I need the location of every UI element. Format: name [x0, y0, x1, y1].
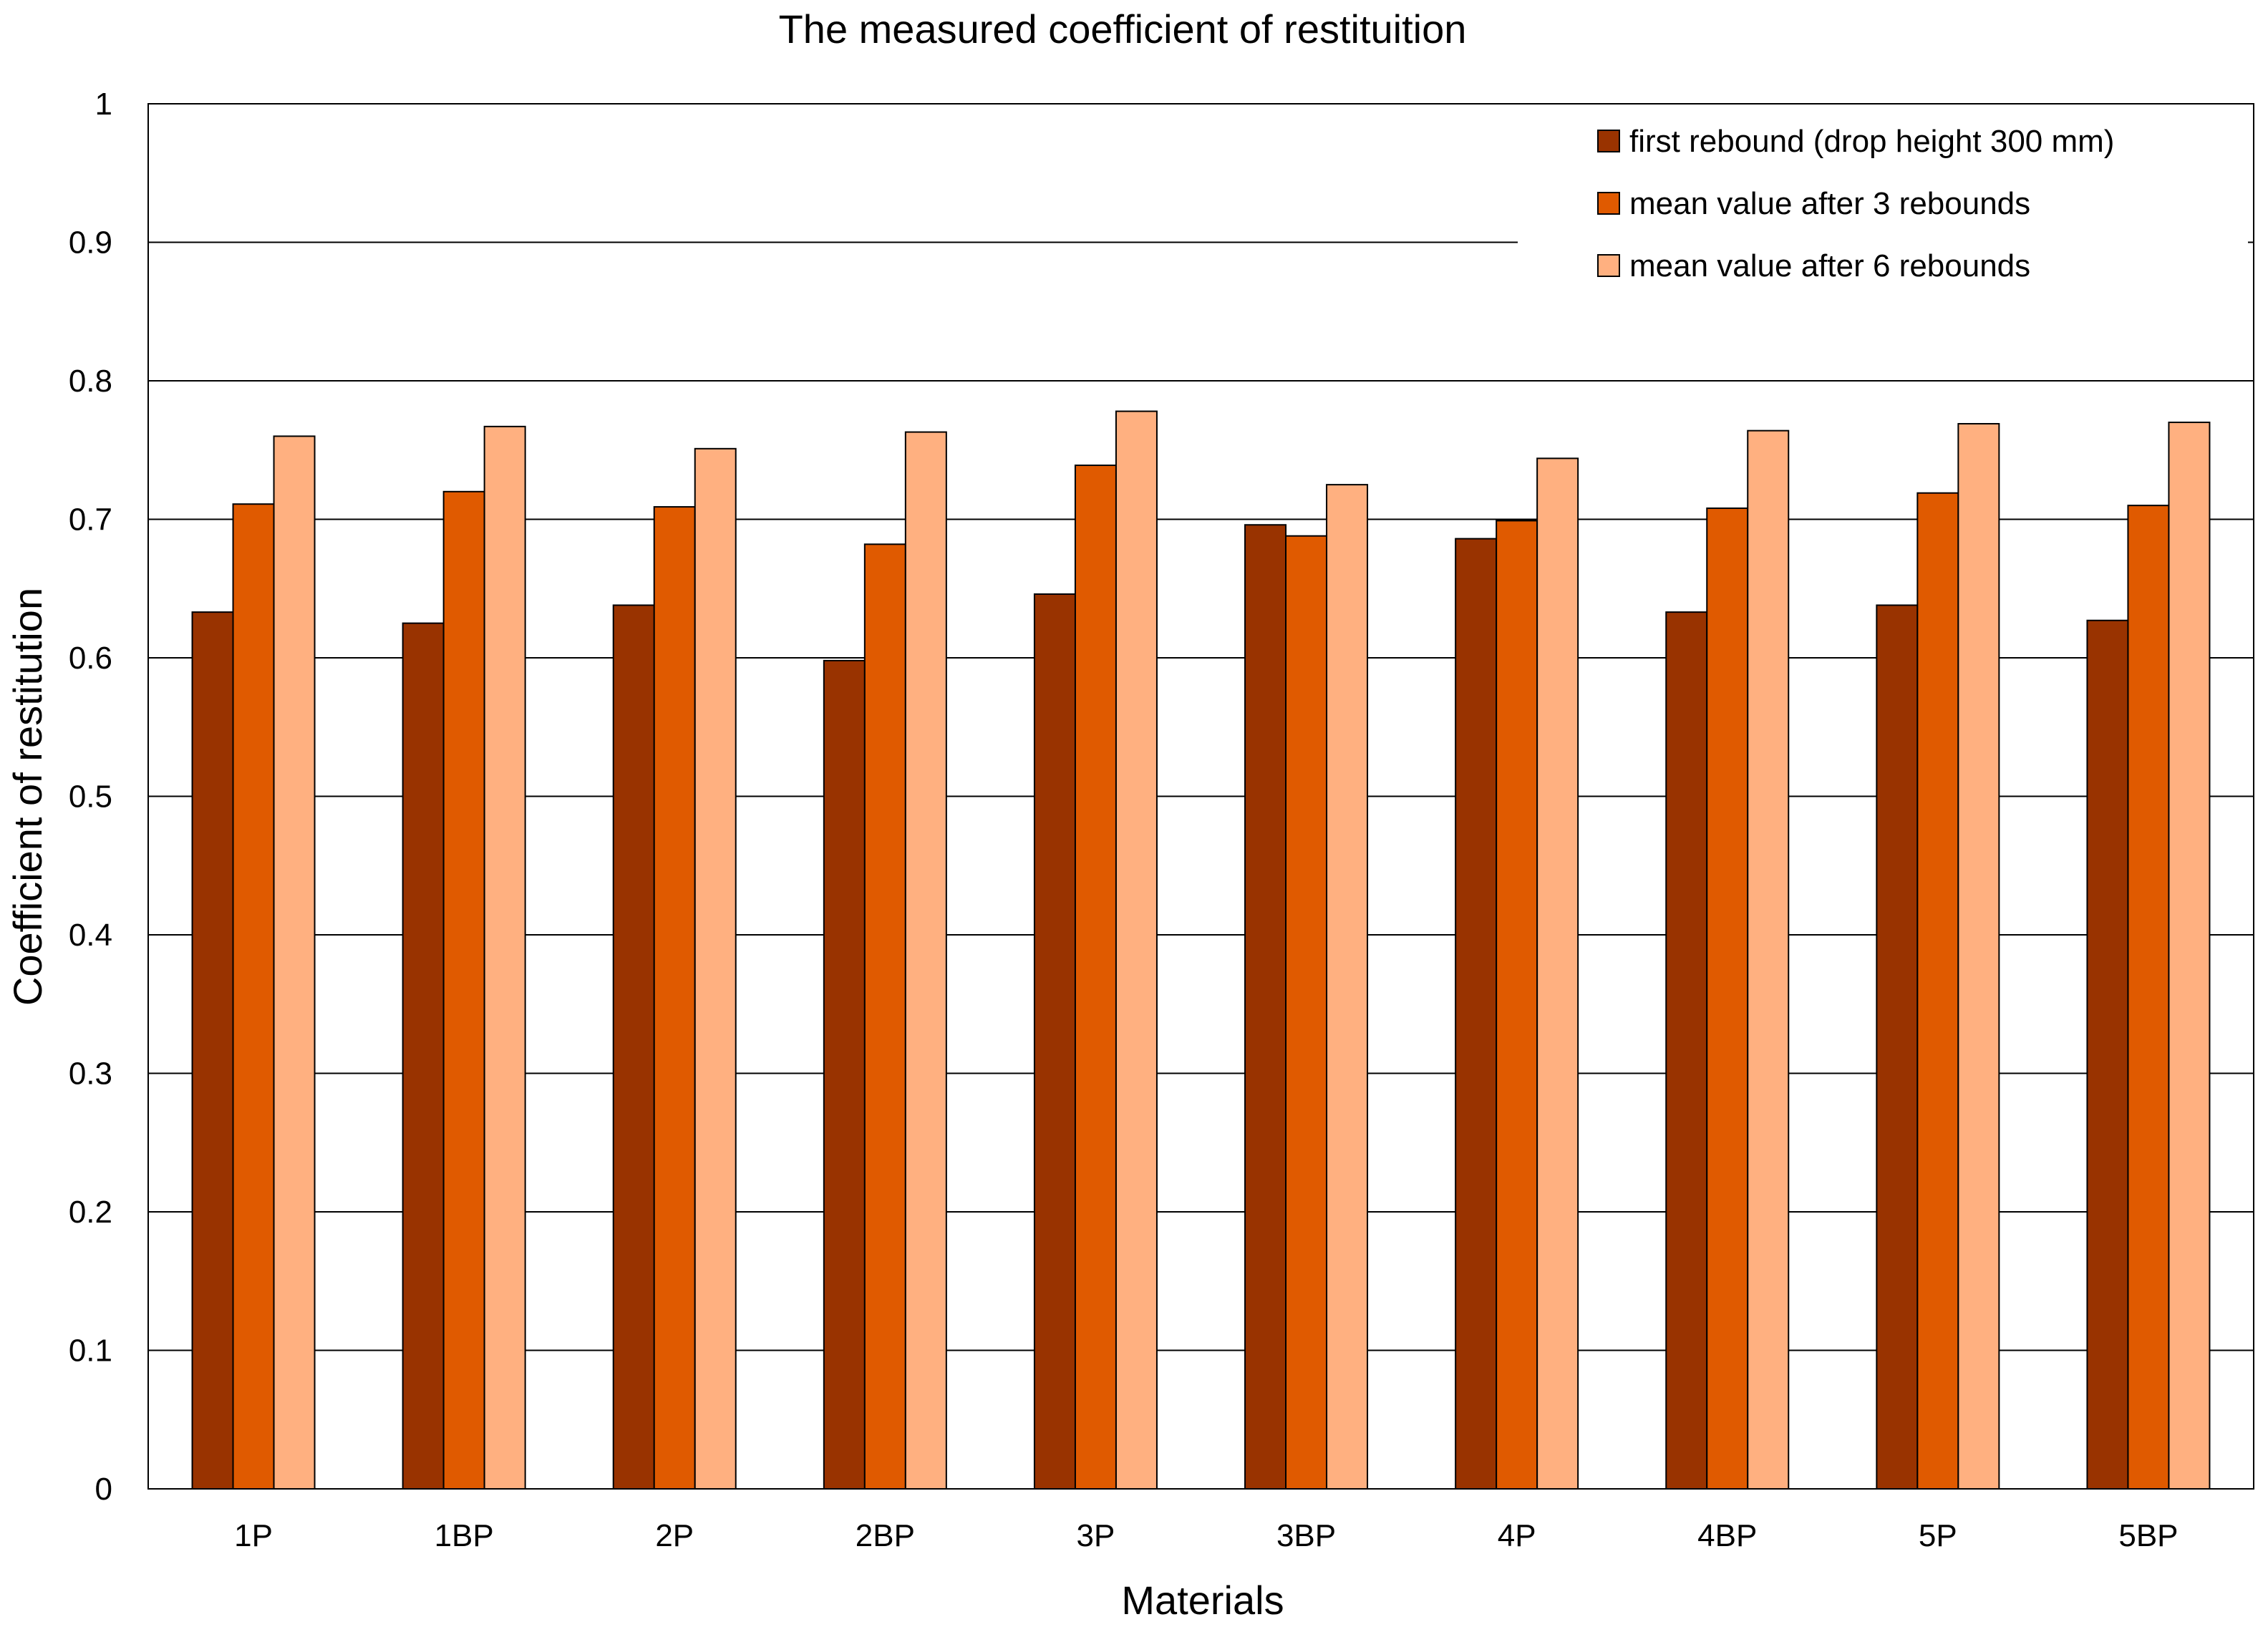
x-tick-label: 4BP	[1697, 1518, 1757, 1553]
bar	[1665, 611, 1708, 1490]
bar	[653, 506, 696, 1490]
bar	[1706, 507, 1749, 1490]
legend-label: mean value after 6 rebounds	[1629, 248, 2030, 283]
bar	[1496, 520, 1538, 1490]
bar	[1115, 410, 1158, 1490]
bar	[1455, 538, 1498, 1490]
bar	[1916, 492, 1959, 1490]
y-tick-label: 0.9	[69, 225, 112, 261]
bar	[1326, 484, 1369, 1490]
legend: first rebound (drop height 300 mm) mean v…	[1518, 115, 2248, 293]
x-axis-ticks: 1P 1BP 2P 2BP 3P 3BP 4P 4BP 5P 5BP	[234, 1518, 2178, 1553]
bar	[1957, 422, 2000, 1490]
x-tick-label: 1BP	[435, 1518, 494, 1553]
x-tick-label: 2BP	[856, 1518, 915, 1553]
y-tick-label: 0	[95, 1472, 112, 1507]
bar	[483, 425, 526, 1490]
y-tick-label: 0.6	[69, 641, 112, 676]
bar	[1536, 457, 1579, 1490]
legend-label: mean value after 3 rebounds	[1629, 186, 2030, 221]
y-tick-label: 0.5	[69, 779, 112, 815]
y-tick-label: 0.4	[69, 918, 112, 953]
bar	[191, 611, 234, 1490]
bar	[2086, 619, 2129, 1490]
bar	[1876, 604, 1919, 1490]
y-tick-label: 0.1	[69, 1334, 112, 1369]
bar	[232, 503, 275, 1490]
legend-swatch	[1597, 192, 1620, 215]
bar	[1747, 429, 1790, 1490]
bar	[1285, 535, 1328, 1490]
bar	[823, 659, 866, 1490]
bar	[694, 447, 737, 1490]
x-tick-label: 4P	[1498, 1518, 1536, 1553]
y-tick-label: 1	[95, 87, 112, 122]
plot-area	[147, 103, 2254, 1490]
bars	[191, 410, 2211, 1490]
bar	[1244, 524, 1287, 1490]
y-axis-title: Coefficient of restitution	[5, 588, 50, 1006]
bar	[863, 543, 906, 1490]
legend-label: first rebound (drop height 300 mm)	[1629, 124, 2114, 159]
y-tick-label: 0.3	[69, 1057, 112, 1092]
bar	[1033, 593, 1076, 1490]
bar	[1074, 465, 1117, 1490]
x-tick-label: 5P	[1919, 1518, 1957, 1553]
x-tick-label: 1P	[234, 1518, 273, 1553]
bar	[2127, 505, 2170, 1490]
x-tick-label: 3P	[1077, 1518, 1115, 1553]
y-tick-label: 0.8	[69, 364, 112, 399]
y-tick-label: 0.7	[69, 502, 112, 538]
y-tick-label: 0.2	[69, 1195, 112, 1230]
bar	[612, 604, 655, 1490]
x-tick-label: 5BP	[2118, 1518, 2178, 1553]
legend-swatch	[1597, 130, 1620, 152]
bar	[904, 431, 947, 1490]
bar	[273, 435, 316, 1490]
legend-background	[1518, 115, 2248, 293]
x-tick-label: 2P	[655, 1518, 694, 1553]
bar	[2168, 422, 2211, 1490]
x-axis-title: Materials	[1121, 1578, 1284, 1623]
bar	[402, 622, 445, 1490]
bar	[442, 490, 485, 1490]
y-axis-ticks: 0 0.1 0.2 0.3 0.4 0.5 0.6 0.7 0.8 0.9 1	[69, 87, 112, 1507]
x-tick-label: 3BP	[1276, 1518, 1336, 1553]
legend-swatch	[1597, 254, 1620, 277]
chart-title: The measured coefficient of restituition	[779, 6, 1467, 52]
